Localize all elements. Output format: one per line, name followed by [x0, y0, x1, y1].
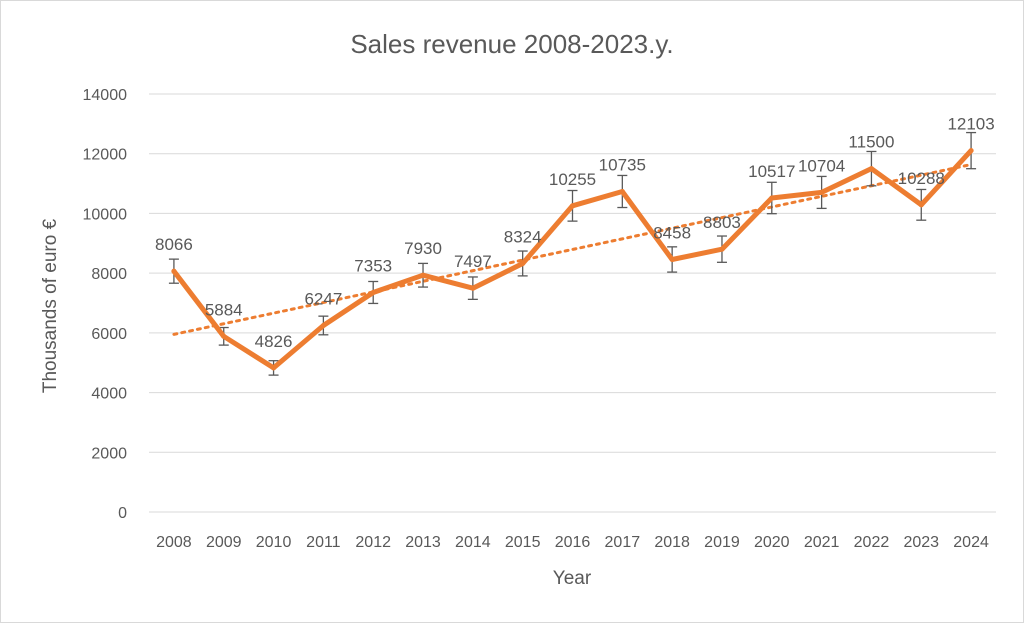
data-label: 7497 — [454, 252, 492, 271]
data-point — [968, 148, 974, 154]
data-point — [769, 195, 775, 201]
data-label: 10255 — [549, 170, 596, 189]
data-label: 11500 — [848, 133, 894, 152]
x-tick-label: 2024 — [953, 534, 989, 551]
data-point — [370, 289, 376, 295]
x-axis-label: Year — [553, 568, 592, 589]
data-point — [669, 256, 675, 262]
x-tick-label: 2021 — [804, 534, 840, 551]
data-point — [171, 268, 177, 274]
data-point — [271, 365, 277, 371]
y-tick-label: 12000 — [83, 147, 128, 164]
x-tick-label: 2017 — [605, 534, 641, 551]
data-point — [819, 189, 825, 195]
data-label: 6247 — [304, 289, 342, 308]
data-label: 8324 — [504, 227, 542, 246]
x-tick-label: 2019 — [704, 534, 740, 551]
x-tick-label: 2014 — [455, 534, 491, 551]
x-tick-label: 2010 — [256, 534, 292, 551]
y-tick-label: 4000 — [91, 386, 127, 403]
y-tick-label: 10000 — [83, 206, 128, 223]
data-label: 8803 — [703, 213, 741, 232]
trendline — [172, 163, 973, 336]
y-tick-label: 2000 — [91, 445, 127, 462]
data-point — [420, 272, 426, 278]
x-tick-label: 2013 — [405, 534, 441, 551]
x-tick-label: 2011 — [306, 534, 341, 551]
data-point — [320, 322, 326, 328]
data-point — [470, 285, 476, 291]
trendline-path — [172, 163, 973, 336]
x-tick-label: 2016 — [555, 534, 591, 551]
x-tick-label: 2008 — [156, 534, 192, 551]
data-point — [918, 202, 924, 208]
y-tick-label: 14000 — [83, 87, 128, 104]
data-label: 4826 — [255, 332, 293, 351]
y-tick-label: 8000 — [91, 266, 127, 283]
y-tick-label: 0 — [118, 505, 127, 522]
data-label: 10288 — [898, 169, 945, 188]
y-axis-label: Thousands of euro € — [40, 218, 61, 393]
x-tick-label: 2015 — [505, 534, 541, 551]
data-label: 12103 — [947, 115, 994, 134]
data-label: 8458 — [653, 223, 691, 242]
data-point — [570, 203, 575, 209]
y-tick-label: 6000 — [91, 326, 127, 343]
x-tick-label: 2022 — [854, 534, 890, 551]
y-tick-labels: 0 2000 4000 6000 8000 10000 12000 14000 — [83, 87, 128, 522]
x-tick-labels: 2008 2009 2010 2011 2012 2013 2014 2015 2016 2017… — [156, 534, 989, 551]
grid — [149, 93, 996, 513]
data-label: 10517 — [748, 162, 795, 181]
x-tick-label: 2020 — [754, 534, 790, 551]
data-point — [868, 166, 874, 172]
data-point — [619, 188, 625, 194]
x-tick-label: 2018 — [654, 534, 690, 551]
chart-title: Sales revenue 2008-2023.y. — [350, 29, 673, 59]
data-point — [719, 246, 725, 252]
data-label: 7930 — [404, 239, 442, 258]
data-label: 5884 — [205, 300, 243, 319]
data-label: 7353 — [354, 256, 392, 275]
x-tick-label: 2012 — [355, 534, 391, 551]
data-point — [221, 333, 227, 339]
data-label: 10704 — [798, 156, 845, 175]
x-tick-label: 2023 — [903, 534, 939, 551]
series — [171, 148, 974, 371]
data-label: 10735 — [599, 155, 646, 174]
x-tick-label: 2009 — [206, 534, 242, 551]
data-label: 8066 — [155, 235, 193, 254]
data-point — [520, 260, 526, 266]
data-labels: 8066588448266247735379307497832410255107… — [155, 115, 995, 351]
